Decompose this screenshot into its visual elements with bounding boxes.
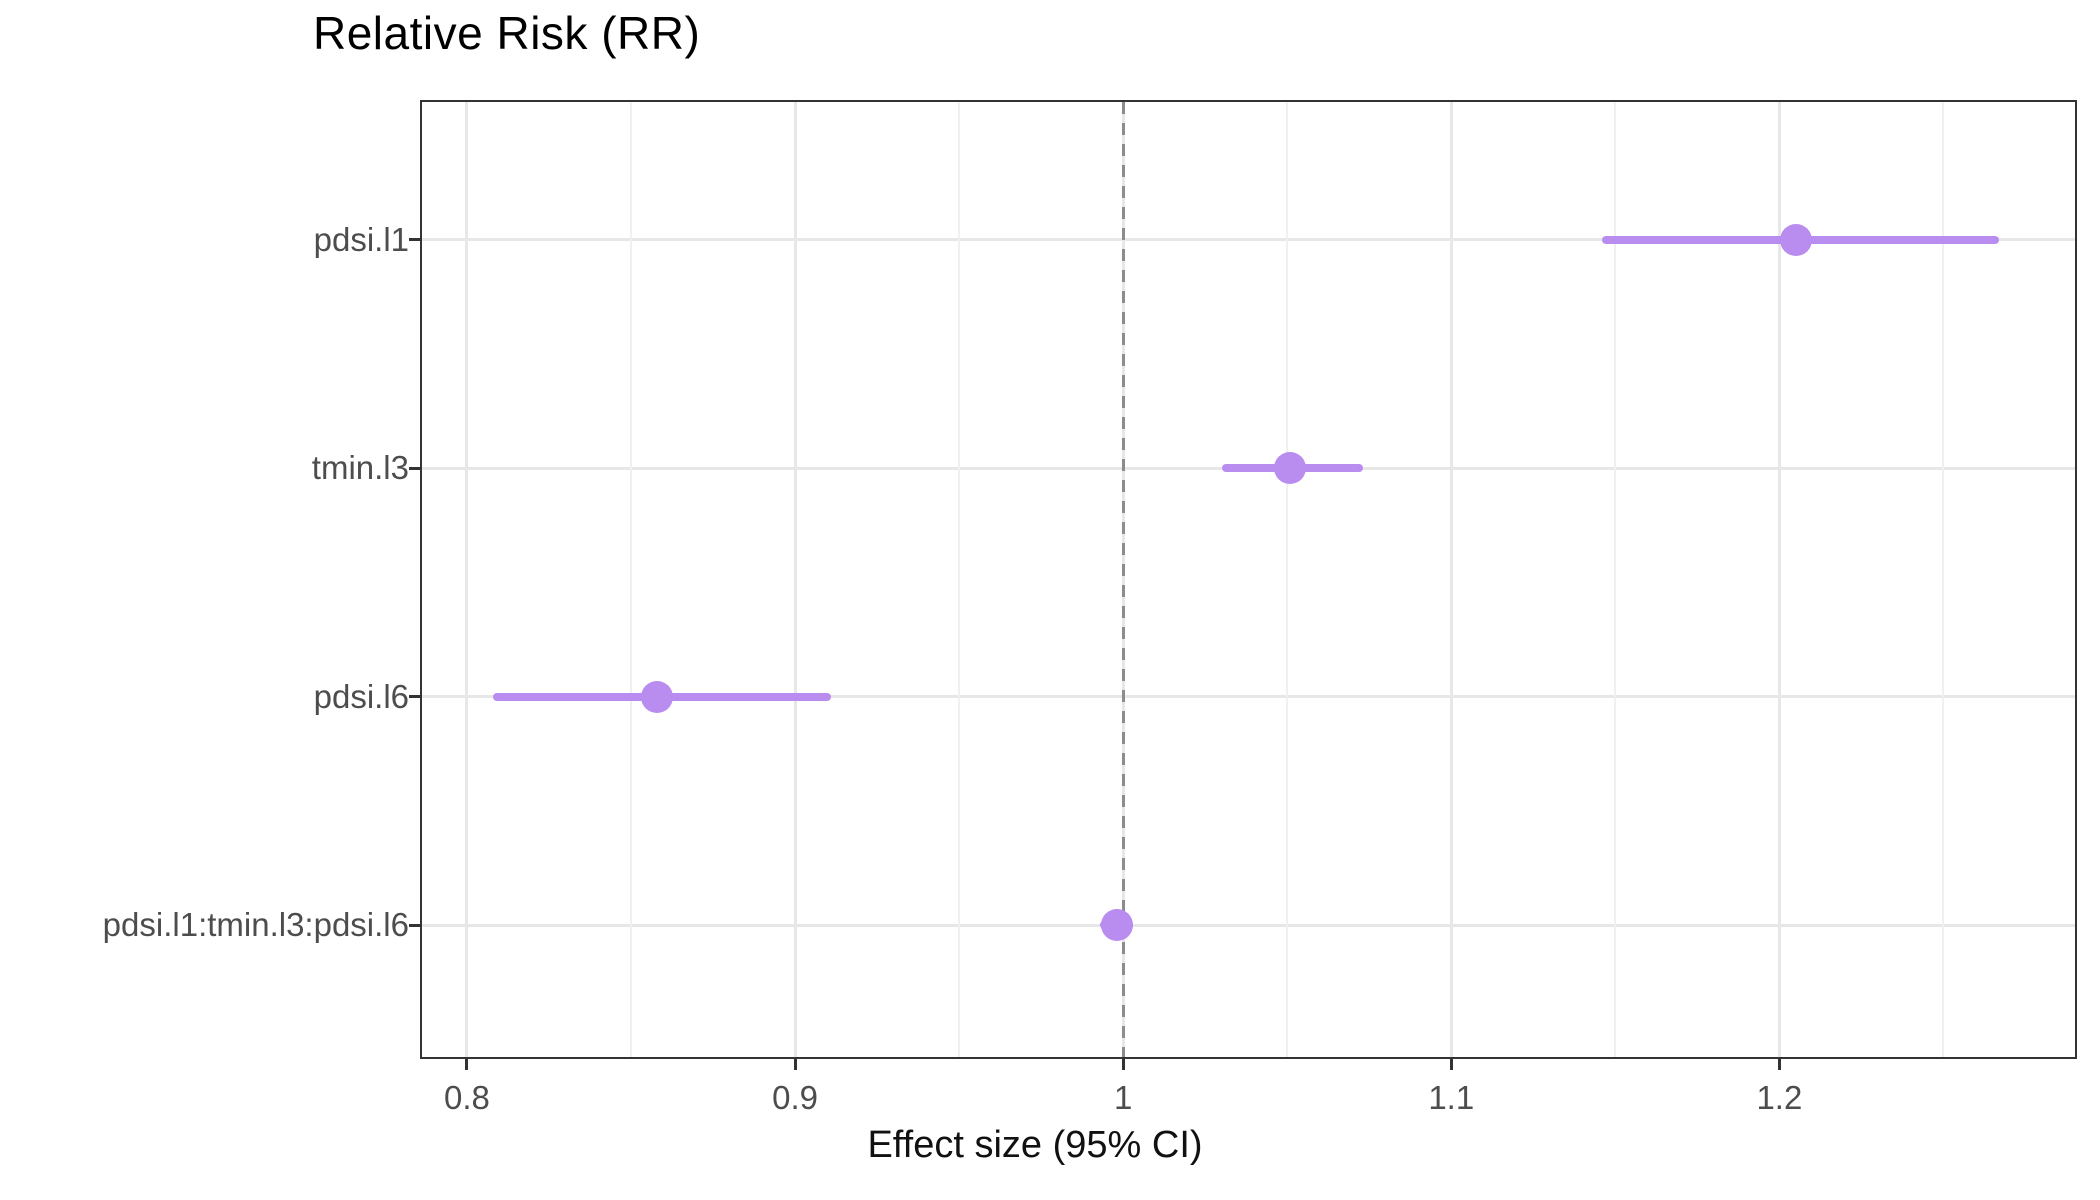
x-axis-tick: [1121, 1059, 1125, 1070]
y-tick-label: pdsi.l1:tmin.l3:pdsi.l6: [102, 906, 409, 944]
gridline-vertical-minor: [1614, 102, 1617, 1057]
gridline-vertical-major: [793, 102, 797, 1057]
gridline-horizontal: [422, 238, 2075, 242]
x-tick-label: 0.8: [444, 1079, 490, 1116]
gridline-vertical-major: [1449, 102, 1453, 1057]
x-axis-tick: [1777, 1059, 1781, 1070]
y-tick-label: tmin.l3: [311, 449, 409, 487]
x-tick-label: 1.2: [1756, 1079, 1803, 1116]
plot-title: Relative Risk (RR): [313, 7, 701, 59]
y-tick-label: pdsi.l6: [313, 677, 409, 715]
estimate-point: [1100, 909, 1133, 942]
x-axis-title: Effect size (95% CI): [867, 1124, 1203, 1166]
x-tick-label: 1.1: [1428, 1079, 1475, 1116]
x-tick-label: 0.9: [772, 1079, 818, 1116]
gridline-vertical-major: [1777, 102, 1781, 1057]
y-tick-label: pdsi.l1: [313, 220, 409, 258]
gridline-vertical-minor: [630, 102, 632, 1057]
gridline-vertical-minor: [958, 102, 961, 1057]
gridline-vertical-minor: [1942, 102, 1945, 1057]
y-axis-tick: [409, 923, 420, 927]
y-axis-tick: [409, 238, 420, 242]
gridline-horizontal: [422, 695, 2075, 699]
estimate-point: [1779, 223, 1812, 256]
x-tick-label: 1: [1113, 1079, 1133, 1116]
gridline-vertical-major: [465, 102, 469, 1057]
x-axis-tick: [793, 1059, 797, 1070]
x-axis-tick: [465, 1059, 469, 1070]
y-axis-tick: [409, 695, 420, 699]
gridline-horizontal: [422, 923, 2075, 927]
x-axis-tick: [1449, 1059, 1453, 1070]
y-axis-tick: [409, 466, 420, 470]
gridline-vertical-minor: [1286, 102, 1289, 1057]
reference-line: [1121, 102, 1125, 1057]
estimate-point: [1274, 452, 1307, 485]
estimate-point: [641, 680, 674, 713]
